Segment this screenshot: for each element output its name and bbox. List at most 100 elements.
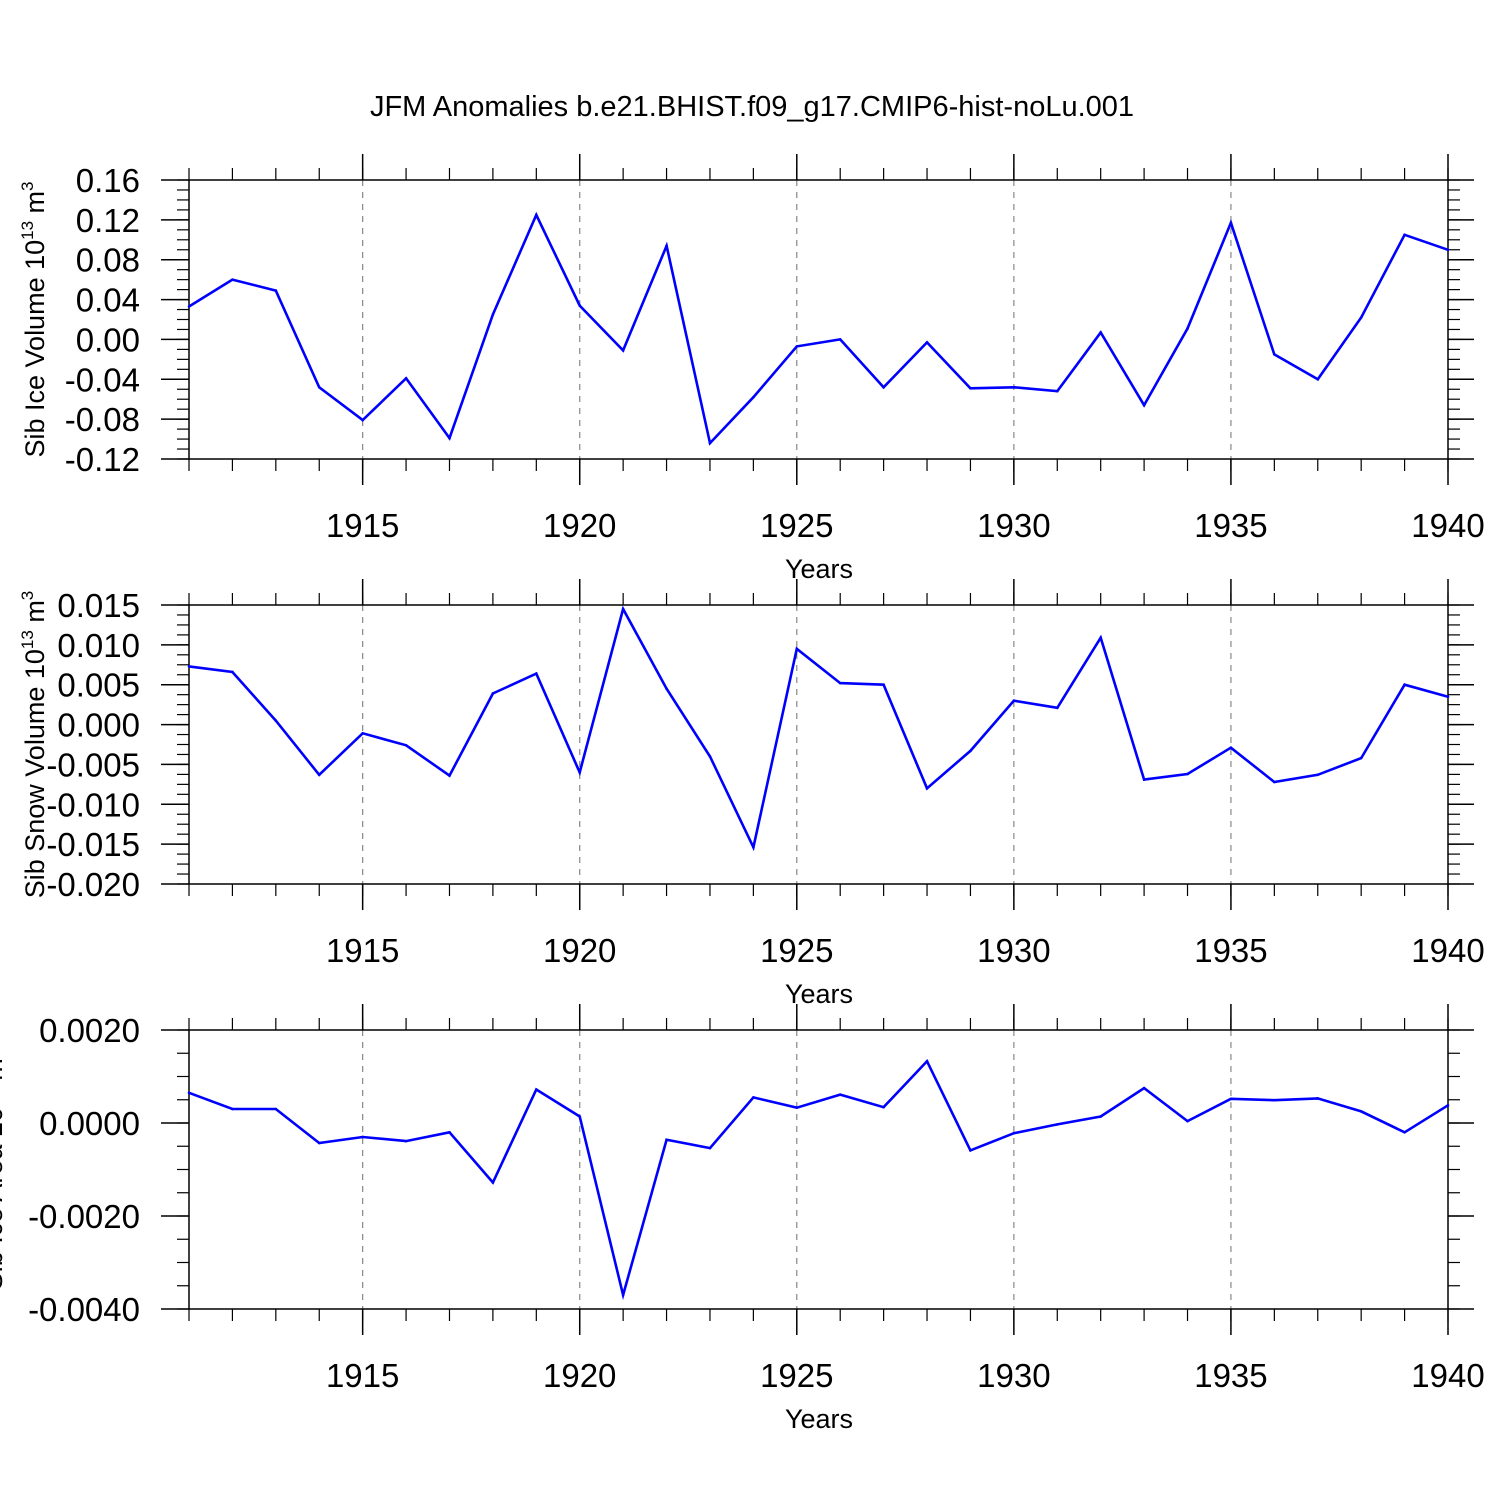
data-point	[1229, 221, 1233, 225]
data-point	[752, 395, 755, 399]
data-point	[1055, 706, 1059, 710]
y-tick-label: 0.015	[57, 587, 140, 624]
data-point	[1446, 248, 1450, 252]
y-tick-label: 0.08	[76, 242, 140, 279]
data-point	[708, 441, 712, 445]
x-tick-label: 1940	[1411, 1357, 1484, 1394]
data-point	[1012, 385, 1016, 389]
data-point	[1012, 1131, 1016, 1135]
x-tick-label: 1915	[326, 507, 399, 544]
x-tick-label: 1935	[1194, 507, 1267, 544]
y-tick-label: 0.010	[57, 627, 140, 664]
chart-title: JFM Anomalies b.e21.BHIST.f09_g17.CMIP6-…	[370, 91, 1134, 123]
x-tick-label: 1915	[326, 932, 399, 969]
x-tick-label: 1925	[760, 932, 833, 969]
data-point	[404, 1139, 408, 1143]
y-tick-label: -0.015	[46, 826, 140, 863]
data-point	[317, 773, 321, 777]
data-point	[1186, 327, 1189, 330]
panel-1: 1915 1920 1925 1930 1935 1940-0.12-0.08-0.040…	[18, 154, 1485, 584]
panel-2: 1915 1920 1925 1930 1935 1940-0.020-0.015-0.0…	[18, 579, 1485, 1009]
x-axis-label: Years	[785, 1404, 853, 1434]
y-tick-label: -0.04	[65, 361, 140, 398]
data-point	[231, 670, 234, 674]
data-point	[1012, 699, 1016, 702]
data-point	[1403, 233, 1406, 237]
data-point	[621, 1293, 625, 1297]
x-tick-label: 1935	[1194, 1357, 1267, 1394]
panel-3: 1915 1920 1925 1930 1935 1940 -0.0040 -0.0020 0.…	[0, 1004, 1485, 1434]
data-point	[925, 341, 929, 344]
data-point	[491, 1181, 495, 1184]
data-point	[1446, 1104, 1450, 1107]
x-tick-label: 1935	[1194, 932, 1267, 969]
data-point	[535, 213, 538, 217]
data-point	[1403, 1131, 1406, 1134]
y-tick-label: 0.00	[76, 321, 140, 358]
data-point	[578, 771, 582, 774]
data-point	[361, 418, 364, 422]
data-point	[448, 1131, 451, 1134]
data-point	[838, 1093, 842, 1096]
data-point	[448, 774, 451, 777]
data-point	[621, 349, 625, 352]
data-point	[1055, 1123, 1059, 1126]
x-tick-label: 1920	[543, 507, 616, 544]
data-point	[795, 1106, 799, 1109]
data-point	[1316, 1097, 1320, 1100]
y-tick-label: 0.12	[76, 202, 140, 239]
y-tick-label: -0.005	[46, 746, 140, 783]
x-axis-label: Years	[785, 979, 853, 1009]
data-point	[187, 1091, 191, 1095]
y-tick-label: -0.0040	[28, 1291, 140, 1328]
data-point	[1273, 353, 1276, 356]
data-point	[578, 1115, 582, 1118]
data-point	[882, 385, 885, 389]
plot-frame	[188, 1029, 1449, 1310]
data-point	[708, 755, 712, 758]
data-point	[621, 607, 625, 611]
y-tick-label: -0.08	[65, 401, 140, 438]
x-tick-label: 1930	[977, 507, 1050, 544]
data-point	[1359, 1110, 1363, 1113]
data-point	[1359, 316, 1363, 319]
data-point	[1446, 695, 1450, 698]
data-point	[491, 692, 495, 695]
data-point	[1316, 377, 1320, 381]
data-point	[882, 1105, 885, 1109]
y-tick-label: -0.12	[65, 441, 140, 478]
data-point	[1099, 331, 1102, 334]
x-tick-label: 1940	[1411, 507, 1484, 544]
y-axis-label: Sib Ice Area 1013 m2	[0, 1049, 8, 1291]
data-point	[1099, 1115, 1102, 1118]
data-point	[361, 1135, 364, 1139]
x-axis-label: Years	[785, 554, 853, 584]
data-point	[969, 749, 972, 753]
data-point	[274, 1107, 278, 1111]
data-point	[404, 743, 408, 747]
data-point	[535, 672, 538, 675]
data-point	[187, 665, 191, 668]
data-point	[491, 313, 495, 316]
x-tick-label: 1920	[543, 932, 616, 969]
data-point	[231, 278, 234, 281]
data-point	[317, 385, 321, 389]
x-tick-label: 1925	[760, 507, 833, 544]
data-point	[925, 787, 929, 790]
y-axis-label: Sib Ice Volume 1013 m3	[18, 181, 50, 457]
y-tick-label: 0.000	[57, 707, 140, 744]
x-tick-label: 1920	[543, 1357, 616, 1394]
data-point	[274, 719, 278, 722]
y-axis-label: Sib Snow Volume 1013 m3	[18, 591, 50, 899]
data-point	[1186, 1119, 1189, 1123]
data-point	[1316, 773, 1320, 777]
data-point	[317, 1141, 321, 1145]
x-tick-label: 1915	[326, 1357, 399, 1394]
data-point	[665, 244, 668, 248]
y-tick-label: -0.0020	[28, 1198, 140, 1235]
data-point	[752, 846, 755, 849]
data-point	[448, 436, 451, 440]
data-point	[1359, 756, 1363, 760]
x-tick-label: 1930	[977, 1357, 1050, 1394]
